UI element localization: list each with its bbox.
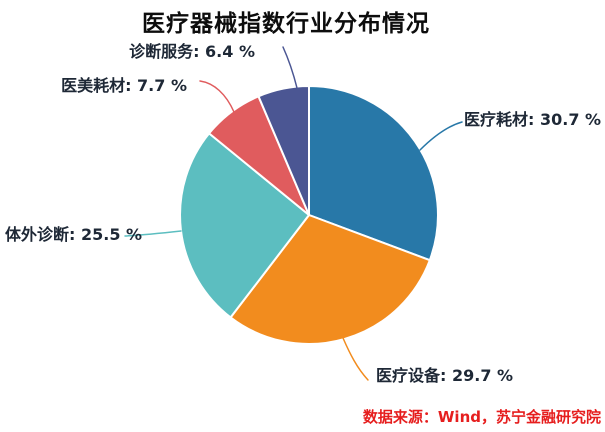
pie-slice-医疗耗材 bbox=[308, 85, 439, 262]
slice-label-medical-equipment: 医疗设备: 29.7 % bbox=[376, 366, 514, 385]
chart-title: 医疗器械指数行业分布情况 bbox=[142, 11, 430, 37]
pie-slice-诊断服务 bbox=[257, 85, 310, 216]
slice-label-beauty-consumables: 医美耗材: 7.7 % bbox=[61, 76, 187, 95]
pie-slice-医疗设备 bbox=[229, 214, 431, 345]
slice-label-ivd: 体外诊断: 25.5 % bbox=[5, 225, 143, 244]
leader-line-医疗设备 bbox=[342, 337, 369, 381]
leader-line-医疗耗材 bbox=[419, 121, 463, 151]
slice-label-medical-consumables: 医疗耗材: 30.7 % bbox=[464, 110, 602, 129]
leader-line-体外诊断 bbox=[124, 230, 182, 237]
slice-label-diagnostic-services: 诊断服务: 6.4 % bbox=[129, 42, 255, 61]
leader-line-医美耗材 bbox=[199, 80, 235, 113]
leader-line-诊断服务 bbox=[282, 46, 298, 89]
pie-slice-体外诊断 bbox=[179, 132, 310, 319]
data-source-text: 数据来源：Wind，苏宁金融研究院 bbox=[362, 408, 601, 426]
